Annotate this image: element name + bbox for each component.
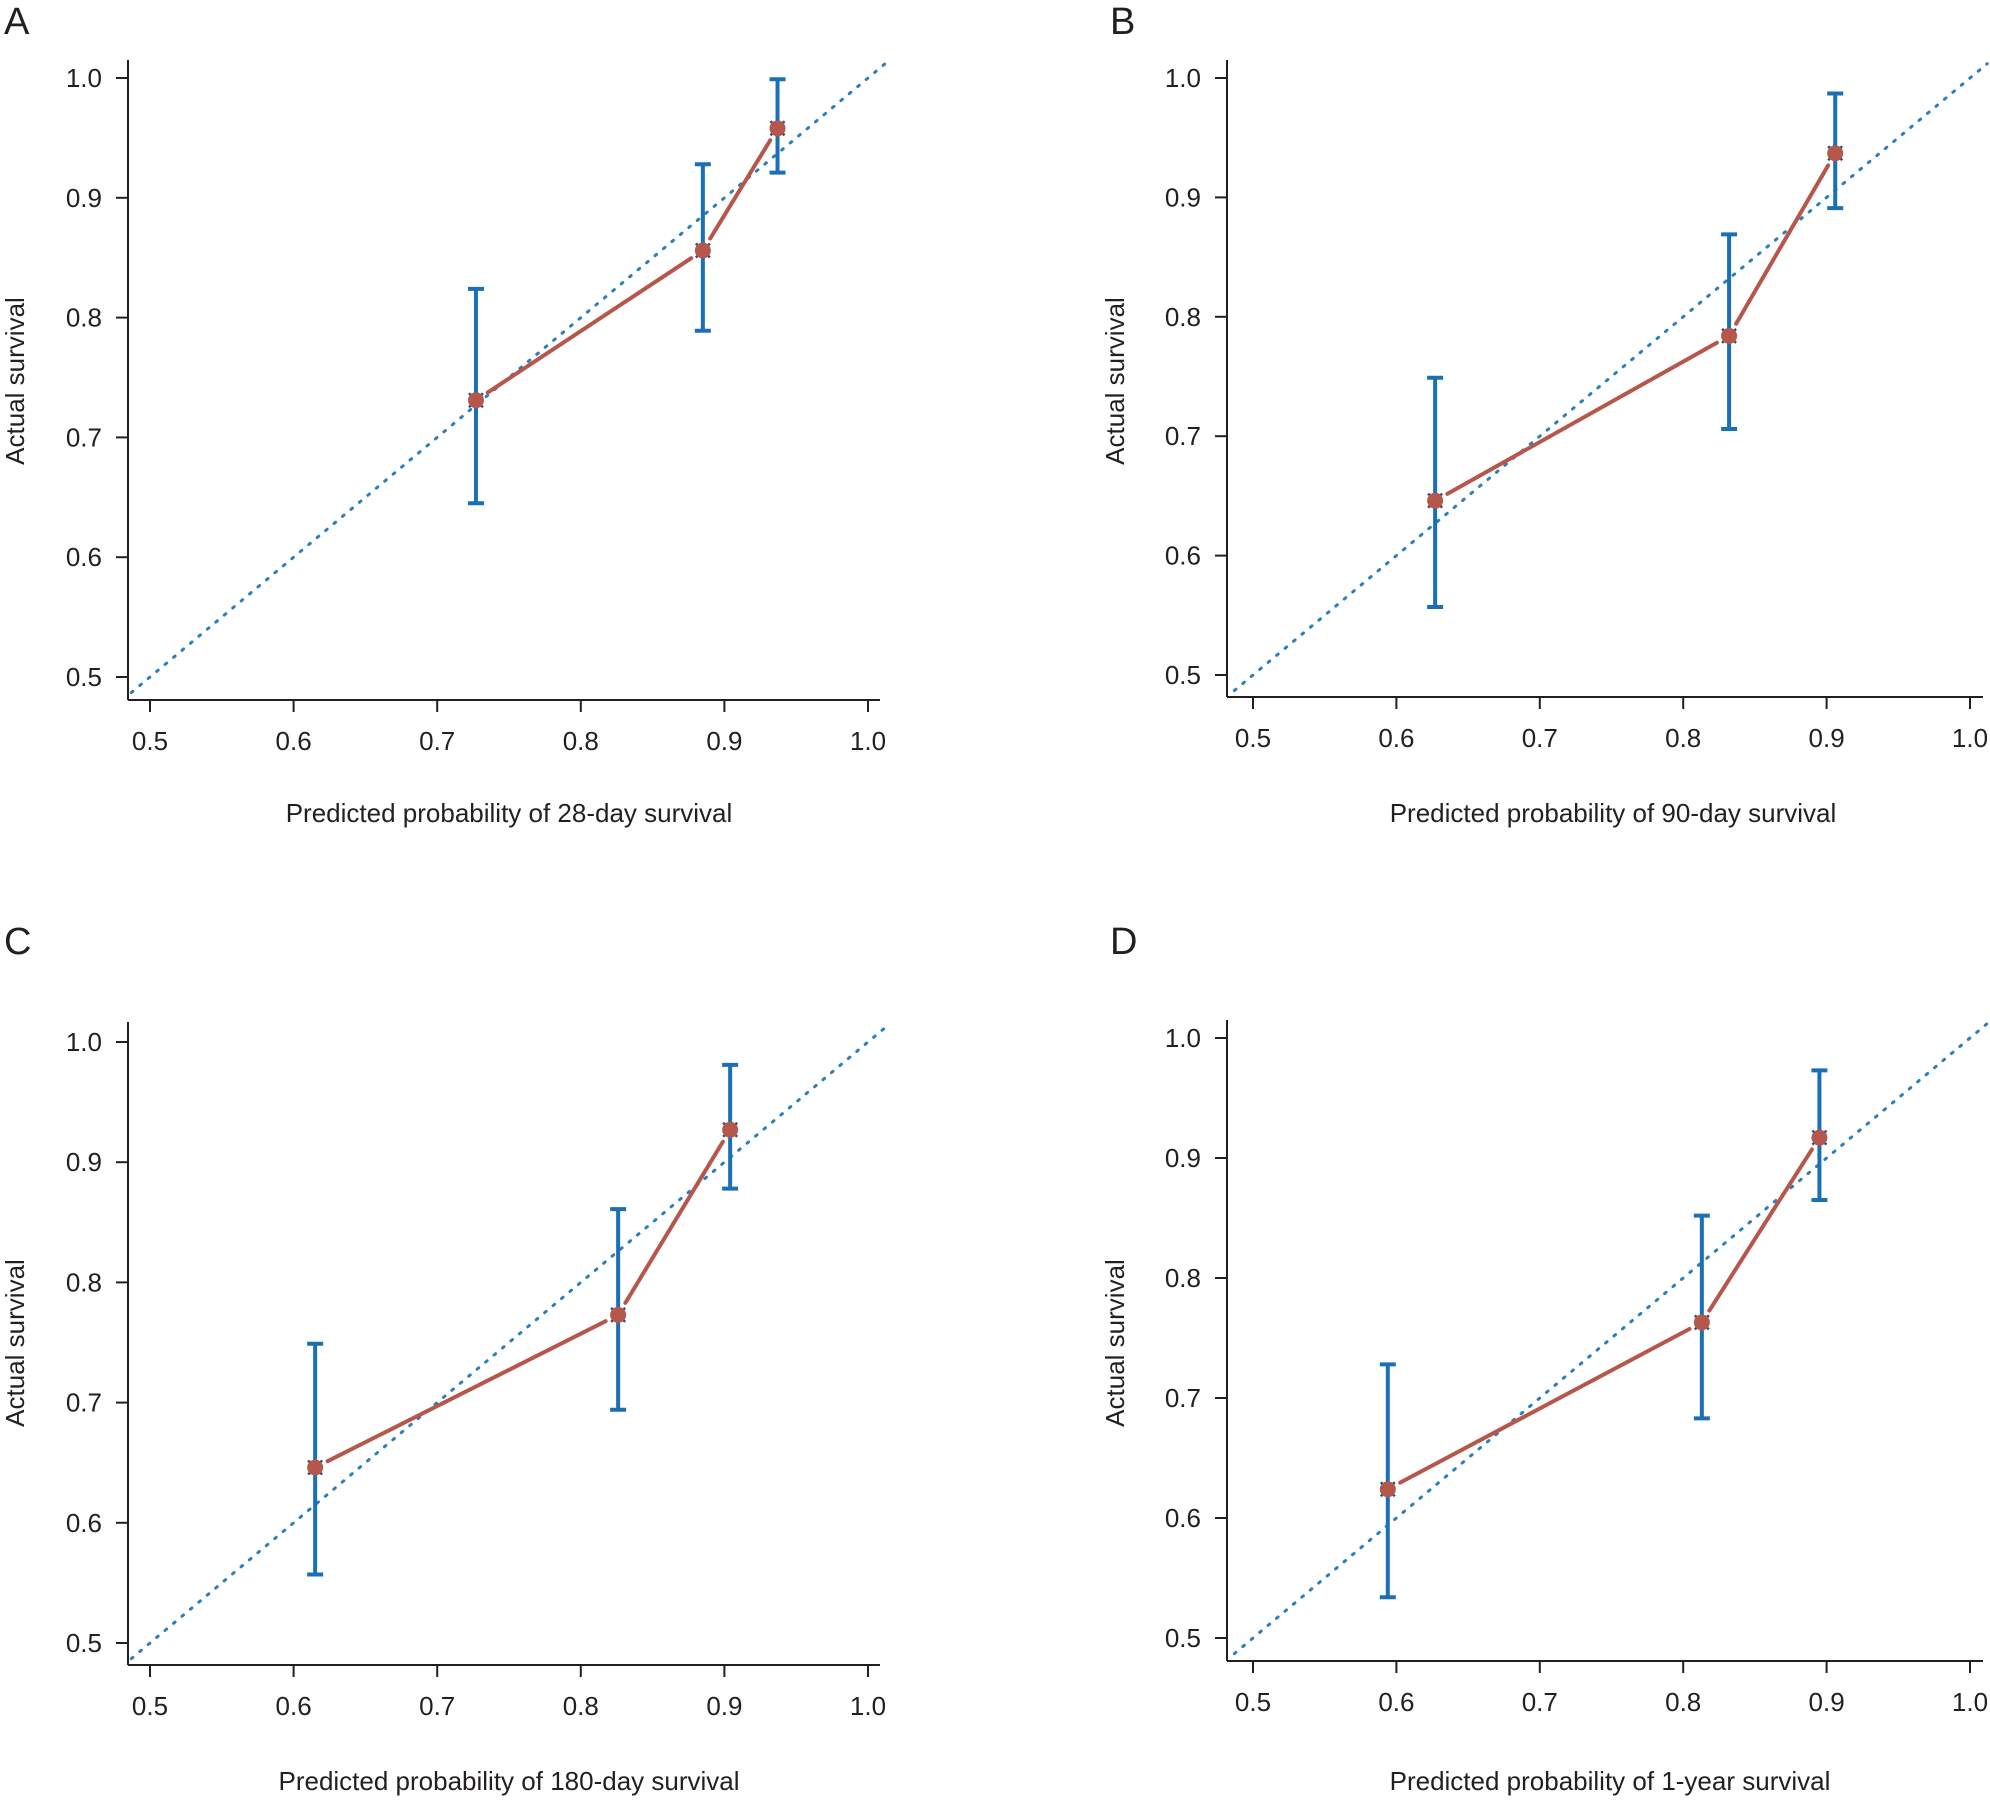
y-axis-label-b: Actual survival [1100,297,1130,465]
panel-a: A 0.5 0.6 0.7 0.8 0.9 1.0 0.5 0.6 0.7 0.8 0.9 1.0 P… [0,1,887,828]
x-tick-label: 1.0 [1952,1687,1988,1717]
observed-point [722,1121,739,1138]
x-tick-label: 0.8 [1665,723,1701,753]
observed-line-segment [623,1139,725,1305]
y-tick-label: 0.5 [1165,1623,1201,1653]
observed-point [307,1459,324,1476]
observed-line-segment [1445,340,1719,496]
x-tick-label: 0.8 [563,1691,599,1721]
observed-point [1427,492,1444,509]
panel-letter-d: D [1110,921,1137,963]
x-tick-label: 0.8 [1665,1687,1701,1717]
y-tick-label: 1.0 [66,1027,102,1057]
y-tick-label: 0.8 [1165,1263,1201,1293]
plot-area-d: 0.5 0.6 0.7 0.8 0.9 1.0 0.5 0.6 0.7 0.8 0.9 1.0 [1165,1020,1989,1717]
y-tick-label: 0.7 [1165,421,1201,451]
x-tick-label: 1.0 [850,726,886,756]
plot-area-c: 0.5 0.6 0.7 0.8 0.9 1.0 0.5 0.6 0.7 0.8 0.9 1.0 [66,1022,887,1721]
y-tick-label: 0.8 [66,1267,102,1297]
x-tick-label: 1.0 [1952,723,1988,753]
y-tick-label: 1.0 [1165,63,1201,93]
y-tick-label: 0.6 [1165,541,1201,571]
y-tick-label: 0.8 [66,303,102,333]
y-tick-label: 0.6 [66,1508,102,1538]
y-tick-label: 0.9 [1165,1143,1201,1173]
observed-point [610,1306,627,1323]
panel-d: D 0.5 0.6 0.7 0.8 0.9 1.0 0.5 0.6 0.7 0.8 0.9 1.0 P… [1100,921,1989,1796]
x-tick-label: 0.6 [1378,1687,1414,1717]
y-tick-label: 0.9 [66,183,102,213]
x-axis-label-d: Predicted probability of 1-year survival [1390,1766,1831,1796]
y-axis-label-c: Actual survival [0,1259,30,1427]
observed-point [467,392,484,409]
x-tick-label: 0.9 [1809,723,1845,753]
observed-line-segment [1707,1147,1814,1313]
x-axis-label-c: Predicted probability of 180-day surviva… [278,1766,739,1796]
y-tick-label: 1.0 [66,63,102,93]
x-tick-label: 0.9 [706,1691,742,1721]
panel-c: C 0.5 0.6 0.7 0.8 0.9 1.0 0.5 0.6 0.7 0.8 0.9 1.0 P… [0,921,887,1796]
y-tick-label: 0.7 [66,1388,102,1418]
x-tick-label: 0.5 [1235,1687,1271,1717]
y-tick-label: 0.5 [66,662,102,692]
observed-line-segment [1398,1326,1692,1485]
y-tick-label: 0.6 [1165,1503,1201,1533]
y-tick-label: 0.8 [1165,302,1201,332]
observed-point [1379,1481,1396,1498]
x-tick-label: 0.7 [419,726,455,756]
panel-b: B 0.5 0.6 0.7 0.8 0.9 1.0 0.5 0.6 0.7 0.8 0.9 1.0 P… [1100,1,1989,828]
y-tick-label: 0.9 [66,1147,102,1177]
observed-line-segment [708,138,773,241]
panel-letter-a: A [4,1,30,43]
x-tick-label: 0.5 [132,726,168,756]
observed-point [1827,145,1844,162]
y-tick-label: 0.7 [66,422,102,452]
y-tick-label: 1.0 [1165,1023,1201,1053]
y-axis-label-a: Actual survival [0,297,30,465]
x-tick-label: 0.6 [1378,723,1414,753]
ideal-reference-line [129,1026,887,1661]
observed-point [1693,1314,1710,1331]
y-tick-label: 0.5 [66,1628,102,1658]
observed-line-segment [325,1319,608,1464]
x-tick-label: 0.5 [132,1691,168,1721]
observed-point [769,120,786,137]
observed-point [1811,1129,1828,1146]
y-tick-label: 0.7 [1165,1383,1201,1413]
x-tick-label: 0.8 [563,726,599,756]
ideal-reference-line [1232,62,1989,693]
ideal-reference-line [1232,1022,1989,1656]
x-tick-label: 0.9 [706,726,742,756]
plot-area-b: 0.5 0.6 0.7 0.8 0.9 1.0 0.5 0.6 0.7 0.8 0.9 1.0 [1165,60,1989,753]
observed-point [694,242,711,259]
x-tick-label: 0.9 [1809,1687,1845,1717]
x-tick-label: 0.7 [419,1691,455,1721]
x-tick-label: 0.5 [1235,723,1271,753]
plot-area-a: 0.5 0.6 0.7 0.8 0.9 1.0 0.5 0.6 0.7 0.8 0.9 1.0 [66,60,887,756]
ideal-reference-line [129,62,887,695]
x-tick-label: 0.6 [276,726,312,756]
x-axis-label-b: Predicted probability of 90-day survival [1390,798,1837,828]
x-tick-label: 1.0 [850,1691,886,1721]
x-tick-label: 0.7 [1522,1687,1558,1717]
x-tick-label: 0.6 [276,1691,312,1721]
x-axis-label-a: Predicted probability of 28-day survival [286,798,733,828]
y-tick-label: 0.5 [1165,660,1201,690]
y-tick-label: 0.6 [66,542,102,572]
observed-point [1721,327,1738,344]
x-tick-label: 0.7 [1522,723,1558,753]
y-axis-label-d: Actual survival [1100,1259,1130,1427]
panel-letter-b: B [1110,1,1135,43]
observed-line-segment [1734,163,1831,326]
y-tick-label: 0.9 [1165,182,1201,212]
observed-line-segment [485,256,694,395]
panel-letter-c: C [4,921,31,963]
